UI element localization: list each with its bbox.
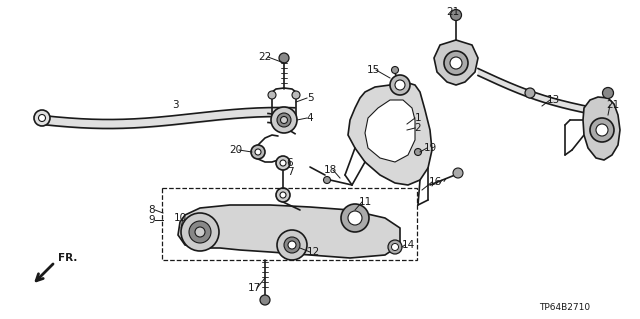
Polygon shape — [583, 97, 620, 160]
Circle shape — [388, 240, 402, 254]
Circle shape — [195, 227, 205, 237]
Circle shape — [280, 116, 287, 123]
Circle shape — [451, 10, 461, 20]
Text: 9: 9 — [148, 215, 156, 225]
Circle shape — [288, 241, 296, 249]
Circle shape — [181, 213, 219, 251]
Circle shape — [271, 107, 297, 133]
Text: 17: 17 — [248, 283, 260, 293]
Polygon shape — [178, 205, 400, 258]
Circle shape — [348, 211, 362, 225]
Text: 11: 11 — [358, 197, 372, 207]
Text: 21: 21 — [446, 7, 460, 17]
Text: 3: 3 — [172, 100, 179, 110]
Text: 13: 13 — [547, 95, 559, 105]
Circle shape — [34, 110, 50, 126]
Circle shape — [596, 124, 608, 136]
Text: 14: 14 — [401, 240, 415, 250]
Circle shape — [260, 295, 270, 305]
Text: 21: 21 — [606, 100, 620, 110]
Text: TP64B2710: TP64B2710 — [540, 303, 591, 313]
Circle shape — [590, 118, 614, 142]
Text: 6: 6 — [287, 158, 293, 168]
Polygon shape — [434, 40, 478, 85]
Text: 15: 15 — [366, 65, 380, 75]
Circle shape — [189, 221, 211, 243]
Text: 7: 7 — [287, 167, 293, 177]
Text: 8: 8 — [148, 205, 156, 215]
Circle shape — [453, 168, 463, 178]
Polygon shape — [365, 100, 415, 162]
Circle shape — [277, 230, 307, 260]
Circle shape — [444, 51, 468, 75]
Circle shape — [277, 113, 291, 127]
Circle shape — [323, 176, 330, 183]
Circle shape — [395, 80, 405, 90]
Circle shape — [284, 237, 300, 253]
Circle shape — [255, 149, 261, 155]
Bar — [162, 188, 417, 260]
Circle shape — [390, 75, 410, 95]
Circle shape — [38, 115, 45, 122]
Text: 10: 10 — [173, 213, 187, 223]
Circle shape — [415, 149, 422, 155]
Text: 16: 16 — [428, 177, 442, 187]
Circle shape — [251, 145, 265, 159]
Circle shape — [392, 243, 399, 250]
Circle shape — [268, 91, 276, 99]
Circle shape — [276, 188, 290, 202]
Circle shape — [450, 57, 462, 69]
Text: FR.: FR. — [58, 253, 77, 263]
Text: 2: 2 — [415, 123, 421, 133]
Circle shape — [292, 91, 300, 99]
Circle shape — [280, 160, 286, 166]
Text: 12: 12 — [307, 247, 319, 257]
Polygon shape — [348, 82, 432, 185]
Text: 19: 19 — [424, 143, 436, 153]
Circle shape — [280, 192, 286, 198]
Circle shape — [279, 53, 289, 63]
Circle shape — [602, 87, 614, 99]
Text: 20: 20 — [229, 145, 243, 155]
Text: 18: 18 — [323, 165, 337, 175]
Text: 22: 22 — [259, 52, 271, 62]
Circle shape — [392, 66, 399, 73]
Circle shape — [341, 204, 369, 232]
Text: 4: 4 — [307, 113, 314, 123]
Text: 5: 5 — [307, 93, 314, 103]
Circle shape — [276, 156, 290, 170]
Text: 1: 1 — [415, 113, 421, 123]
Circle shape — [525, 88, 535, 98]
